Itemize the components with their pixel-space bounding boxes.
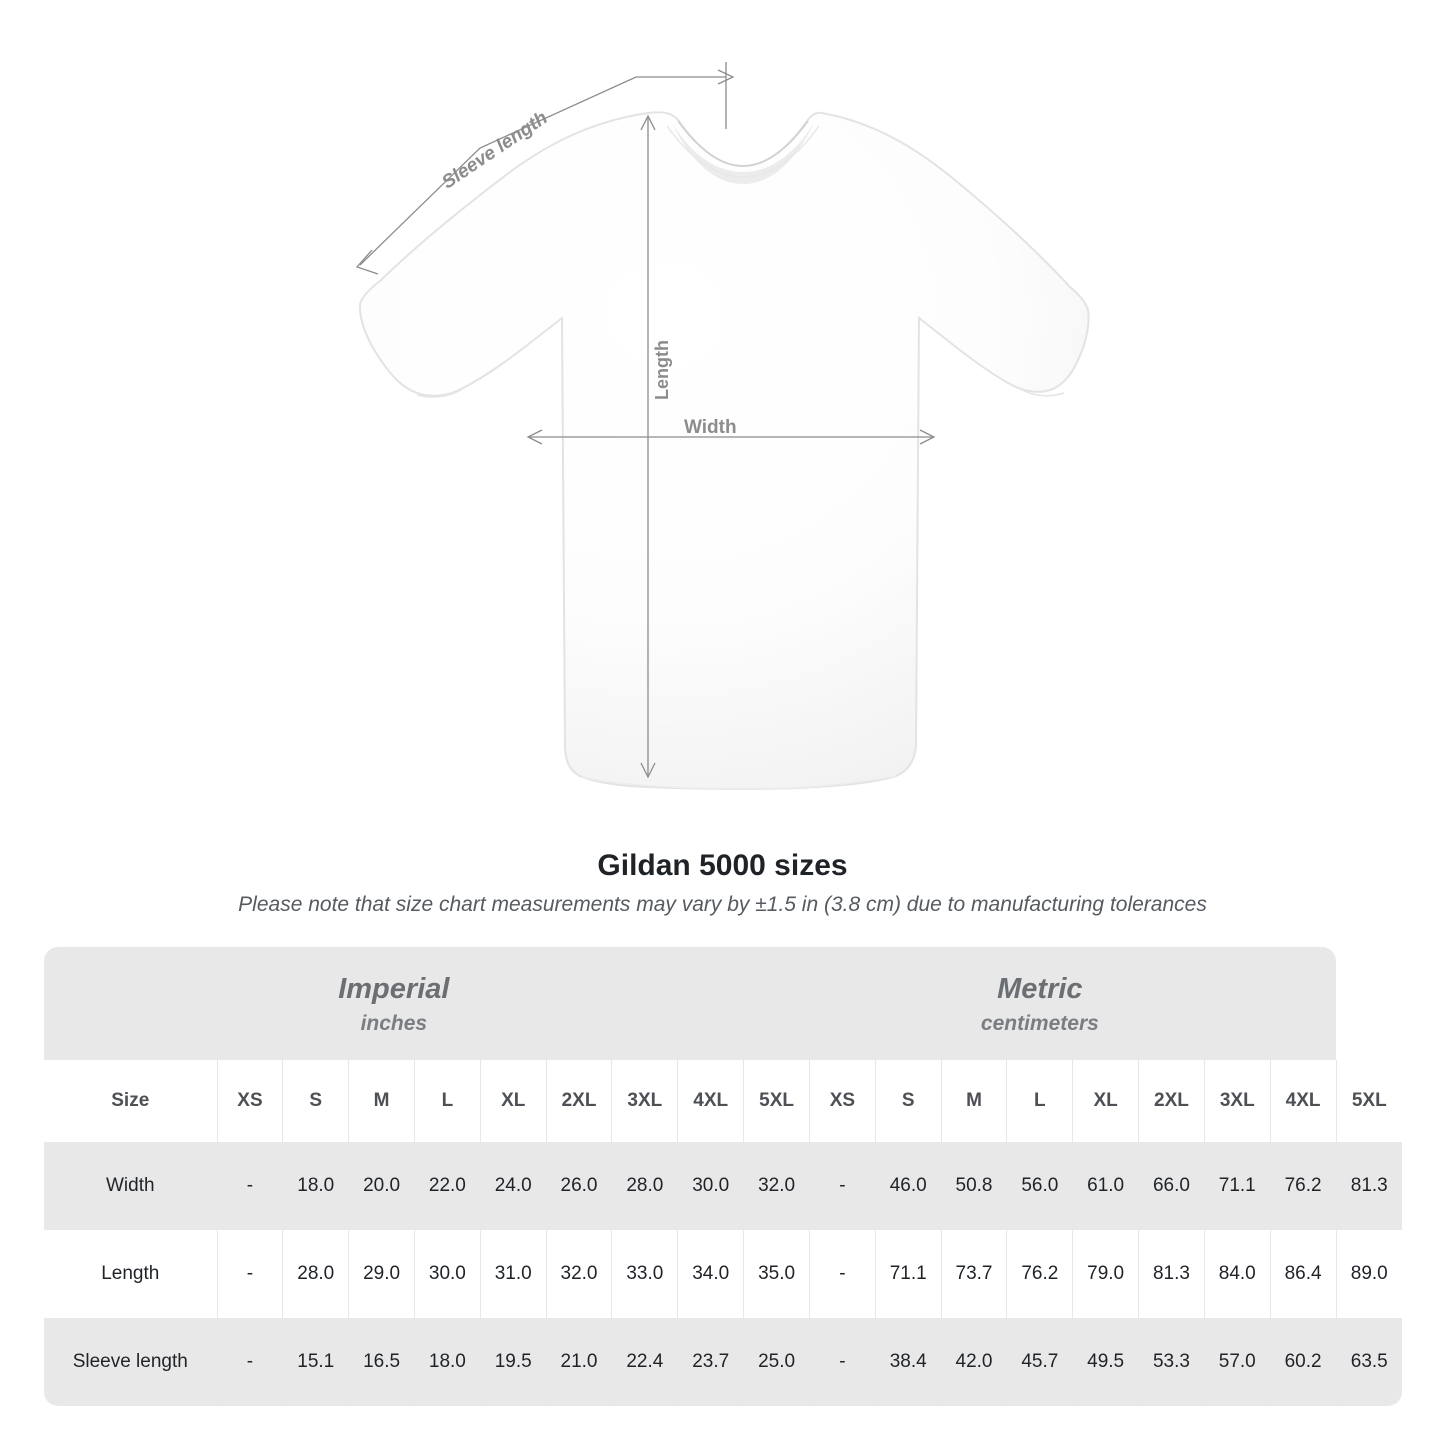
svg-text:Width: Width	[684, 417, 737, 438]
svg-text:Length: Length	[652, 340, 672, 400]
